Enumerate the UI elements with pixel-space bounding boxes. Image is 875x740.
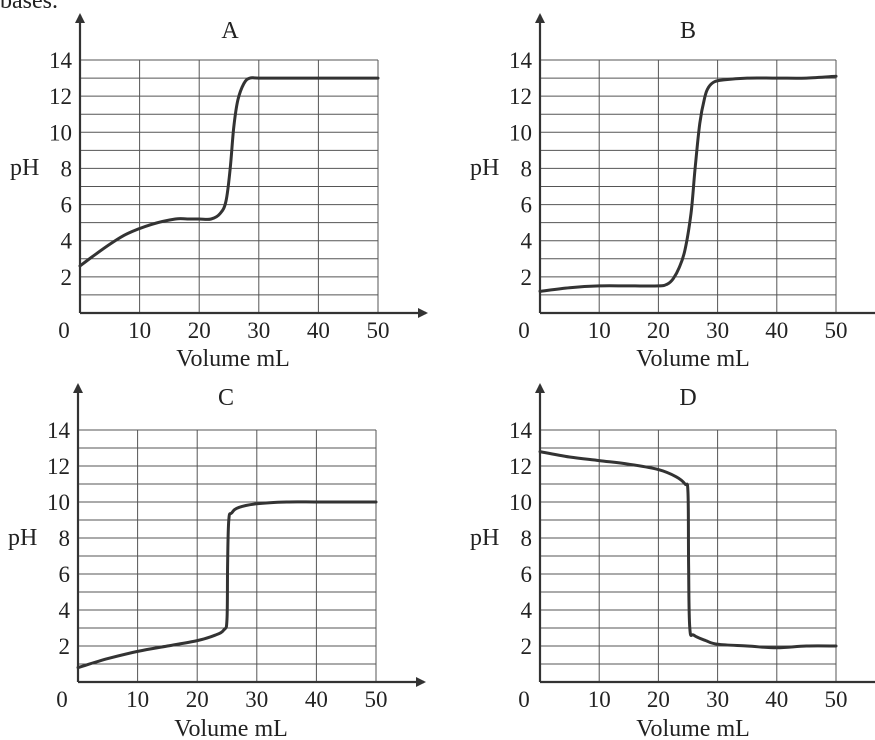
x-tick-label: 50 <box>367 318 390 343</box>
y-tick-label: 10 <box>49 120 72 145</box>
y-tick-label: 2 <box>61 265 73 290</box>
chart-panel-c: 0 10 20 30 40 50 2 4 6 8 10 12 14 CpH Volume mL <box>8 383 426 740</box>
x-tick-label: 40 <box>307 318 330 343</box>
chart-title: A <box>221 18 239 44</box>
y-tick-label: 2 <box>521 634 533 659</box>
y-axis-label: pH <box>10 155 39 181</box>
y-axis-label: pH <box>470 155 499 181</box>
y-tick-label: 4 <box>59 598 71 623</box>
x-tick-label: 20 <box>186 687 209 712</box>
y-tick-label: 6 <box>59 562 71 587</box>
x-tick-label: 30 <box>245 687 268 712</box>
y-tick-label: 2 <box>521 265 533 290</box>
y-tick-label: 14 <box>509 48 533 73</box>
x-tick-label: 10 <box>588 687 611 712</box>
y-axis-label: pH <box>470 525 499 551</box>
chart-panel-d: 0 10 20 30 40 50 2 4 6 8 10 12 14 DpH Volume mL <box>470 383 875 740</box>
x-axis-label: Volume mL <box>174 716 288 740</box>
y-tick-label: 4 <box>61 229 73 254</box>
y-tick-label: 12 <box>47 454 70 479</box>
y-tick-label: 8 <box>59 526 71 551</box>
y-tick-label: 8 <box>521 156 533 181</box>
x-tick-label: 0 <box>58 318 70 343</box>
y-tick-label: 8 <box>61 156 73 181</box>
y-tick-label: 10 <box>509 490 532 515</box>
y-tick-label: 14 <box>509 418 533 443</box>
y-tick-label: 12 <box>509 84 532 109</box>
titration-curve <box>538 450 838 650</box>
y-tick-label: 10 <box>509 120 532 145</box>
chart-panel-a: 0 10 20 30 40 50 2 4 6 8 10 12 14 ApH Volume mL <box>10 13 428 372</box>
x-tick-label: 20 <box>647 687 670 712</box>
titration-curve <box>76 500 378 670</box>
x-tick-label: 30 <box>247 318 270 343</box>
y-tick-label: 12 <box>49 84 72 109</box>
chart-title: B <box>680 18 696 44</box>
x-tick-label: 50 <box>365 687 388 712</box>
x-tick-label: 30 <box>706 687 729 712</box>
x-tick-label: 50 <box>825 687 848 712</box>
x-tick-label: 20 <box>188 318 211 343</box>
x-tick-label: 0 <box>518 318 530 343</box>
header-text-fragment: bases. <box>0 0 58 14</box>
y-tick-label: 4 <box>521 229 533 254</box>
x-tick-label: 40 <box>765 687 788 712</box>
y-tick-label: 14 <box>47 418 71 443</box>
x-tick-label: 30 <box>706 318 729 343</box>
x-tick-label: 0 <box>518 687 530 712</box>
chart-title: C <box>218 385 234 411</box>
y-tick-label: 6 <box>521 193 533 218</box>
y-tick-label: 4 <box>521 598 533 623</box>
x-axis-label: Volume mL <box>636 346 750 372</box>
y-tick-label: 14 <box>49 48 73 73</box>
chart-title: D <box>679 385 696 411</box>
x-axis-label: Volume mL <box>636 716 750 740</box>
y-tick-label: 2 <box>59 634 71 659</box>
x-tick-label: 40 <box>305 687 328 712</box>
y-tick-label: 8 <box>521 526 533 551</box>
chart-panel-b: 0 10 20 30 40 50 2 4 6 8 10 12 14 BpH Volume mL <box>470 13 875 372</box>
y-tick-label: 6 <box>521 562 533 587</box>
y-tick-label: 12 <box>509 454 532 479</box>
x-tick-label: 10 <box>126 687 149 712</box>
x-tick-label: 40 <box>765 318 788 343</box>
x-tick-label: 0 <box>56 687 68 712</box>
titration-curve <box>538 74 838 293</box>
x-tick-label: 10 <box>588 318 611 343</box>
x-tick-label: 20 <box>647 318 670 343</box>
x-tick-label: 10 <box>128 318 151 343</box>
x-axis-label: Volume mL <box>176 346 290 372</box>
y-tick-label: 10 <box>47 490 70 515</box>
y-tick-label: 6 <box>61 193 73 218</box>
titration-curve <box>78 76 380 268</box>
x-tick-label: 50 <box>825 318 848 343</box>
y-axis-label: pH <box>8 525 37 551</box>
